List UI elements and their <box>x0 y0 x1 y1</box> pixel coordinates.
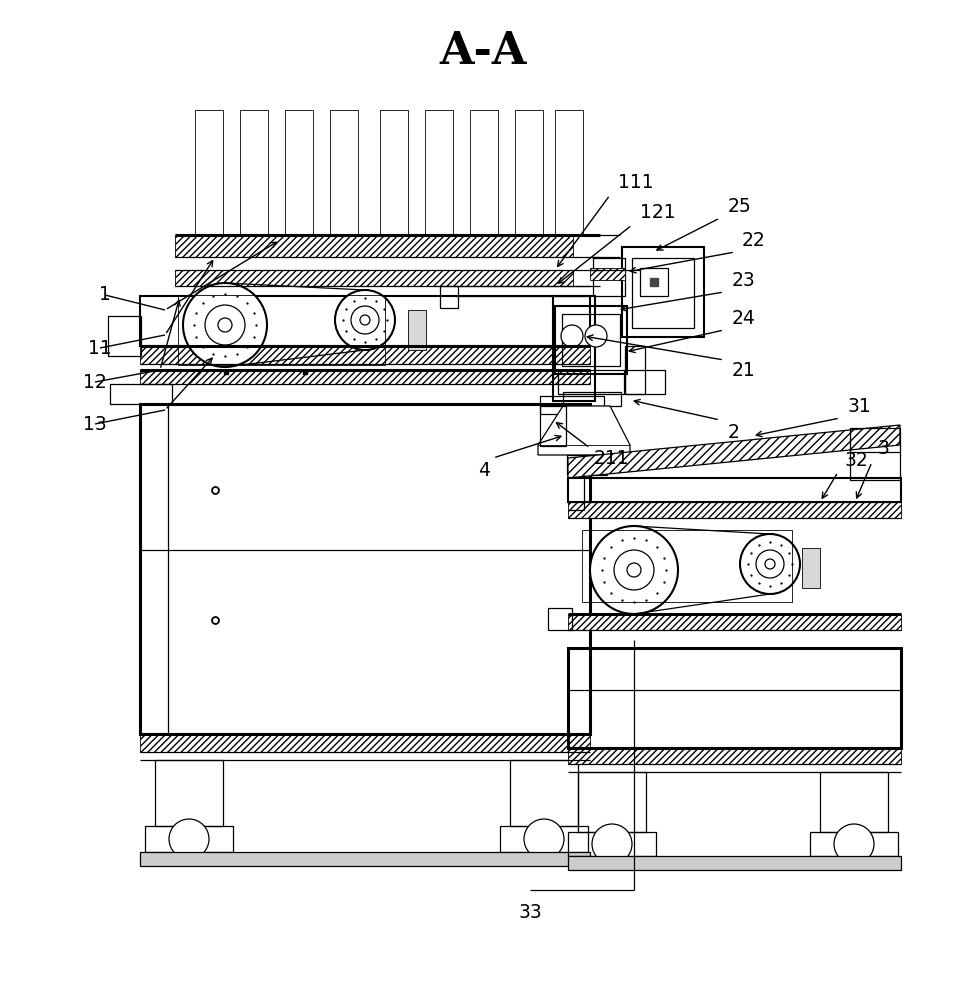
Bar <box>640 268 668 296</box>
Bar <box>500 826 588 852</box>
Circle shape <box>756 550 784 578</box>
Text: 3: 3 <box>878 438 890 458</box>
Circle shape <box>335 290 395 350</box>
Bar <box>555 110 583 235</box>
Bar <box>178 295 385 365</box>
Bar <box>810 832 898 856</box>
Text: 23: 23 <box>732 270 755 290</box>
Bar <box>140 852 590 866</box>
Bar <box>515 110 543 235</box>
Bar <box>568 832 656 856</box>
Circle shape <box>169 819 209 859</box>
Bar <box>140 296 590 346</box>
Bar <box>108 316 141 356</box>
Bar <box>568 502 901 518</box>
Bar <box>195 110 223 235</box>
Bar <box>145 826 233 852</box>
Bar <box>408 310 426 350</box>
Bar <box>330 110 358 235</box>
Bar <box>240 110 268 235</box>
Bar <box>625 346 645 394</box>
Text: 12: 12 <box>83 372 107 391</box>
Bar <box>140 404 590 734</box>
Bar <box>802 548 820 588</box>
Bar <box>175 235 573 257</box>
Text: 13: 13 <box>83 414 107 434</box>
Circle shape <box>524 819 564 859</box>
Bar <box>622 247 704 337</box>
Text: 11: 11 <box>88 338 112 358</box>
Text: 24: 24 <box>732 308 755 328</box>
Bar <box>625 370 665 394</box>
Bar <box>175 270 573 286</box>
Text: 32: 32 <box>845 450 868 470</box>
Bar <box>568 648 901 748</box>
Text: 21: 21 <box>732 360 755 379</box>
Bar <box>632 258 694 328</box>
Text: 121: 121 <box>640 204 675 223</box>
Circle shape <box>218 318 232 332</box>
Bar <box>140 734 590 752</box>
Text: A-A: A-A <box>440 30 526 74</box>
Circle shape <box>183 283 267 367</box>
Bar <box>578 772 646 832</box>
Bar <box>555 306 627 374</box>
Text: 111: 111 <box>618 172 654 192</box>
Circle shape <box>765 559 775 569</box>
Bar <box>590 268 625 280</box>
Bar <box>558 370 624 394</box>
Bar <box>568 856 901 870</box>
Circle shape <box>351 306 379 334</box>
Bar <box>285 110 313 235</box>
Bar <box>593 258 625 296</box>
Bar <box>563 392 621 406</box>
Circle shape <box>585 325 607 347</box>
Circle shape <box>590 526 678 614</box>
Circle shape <box>561 325 583 347</box>
Polygon shape <box>538 406 630 455</box>
Bar <box>820 772 888 832</box>
Text: 25: 25 <box>728 196 752 216</box>
Text: 2: 2 <box>728 422 740 442</box>
Bar <box>470 110 498 235</box>
Bar <box>553 296 595 401</box>
Bar <box>568 614 901 630</box>
Polygon shape <box>568 425 900 478</box>
Bar <box>140 346 590 364</box>
Bar <box>548 608 572 630</box>
Circle shape <box>834 824 874 864</box>
Text: 31: 31 <box>848 396 871 416</box>
Text: 211: 211 <box>594 448 630 468</box>
Bar <box>850 428 900 480</box>
Text: 33: 33 <box>518 902 542 922</box>
Bar <box>425 110 453 235</box>
Bar <box>540 396 604 414</box>
Bar <box>568 478 901 502</box>
Bar <box>510 760 578 826</box>
Bar <box>380 110 408 235</box>
Text: 22: 22 <box>742 231 766 249</box>
Bar <box>440 286 458 308</box>
Bar <box>562 314 620 366</box>
Bar <box>140 370 590 384</box>
Circle shape <box>627 563 641 577</box>
Bar <box>155 760 223 826</box>
Bar <box>540 406 566 446</box>
Bar <box>140 404 168 734</box>
Bar <box>582 530 792 602</box>
Text: 1: 1 <box>99 286 111 304</box>
Circle shape <box>592 824 632 864</box>
Circle shape <box>360 315 370 325</box>
Text: 4: 4 <box>478 460 490 480</box>
Circle shape <box>205 305 245 345</box>
Circle shape <box>740 534 800 594</box>
Circle shape <box>614 550 654 590</box>
Bar <box>567 455 607 475</box>
Bar <box>110 384 172 404</box>
Bar <box>568 748 901 764</box>
